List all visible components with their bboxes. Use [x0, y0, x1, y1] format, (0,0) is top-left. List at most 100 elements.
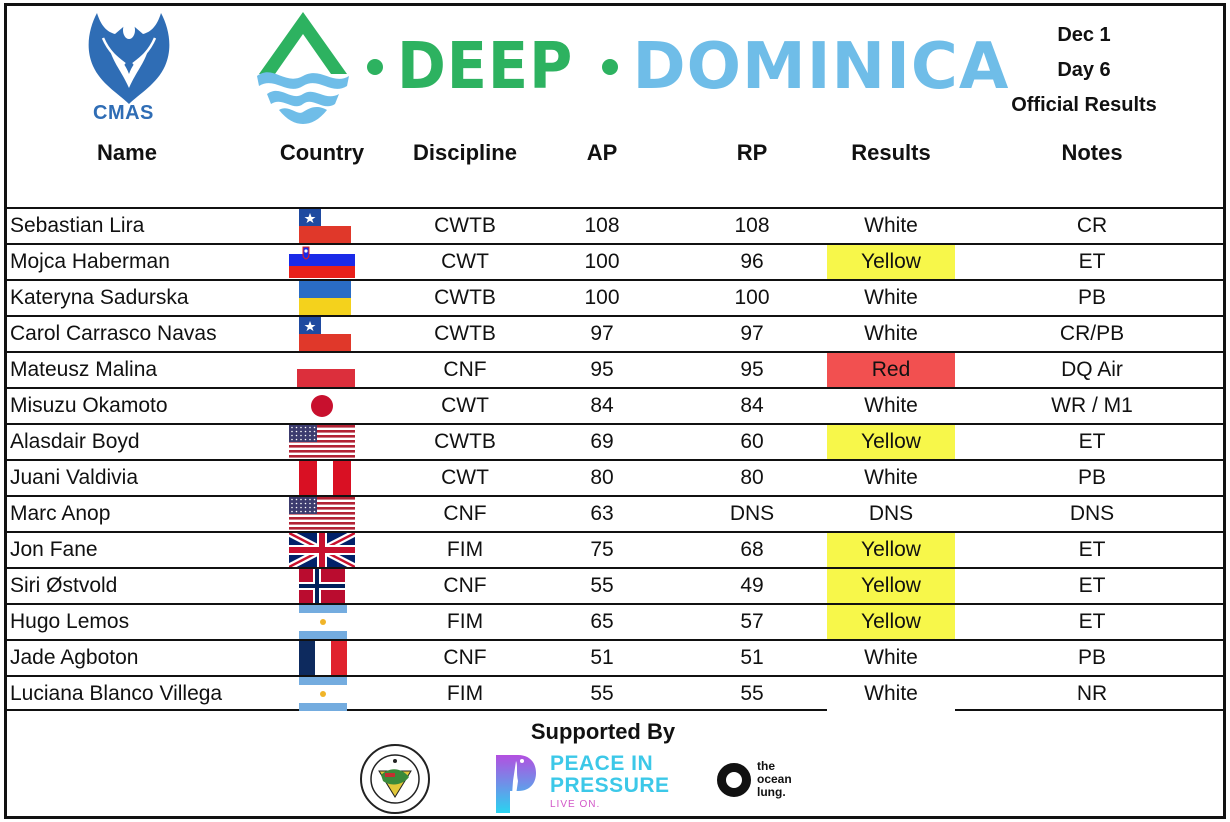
cmas-logo-text: CMAS — [93, 102, 154, 124]
athlete-name: Mateusz Malina — [10, 358, 158, 381]
notes: CR/PB — [1059, 322, 1125, 345]
notes: WR / M1 — [1051, 394, 1133, 417]
discipline: CWTB — [434, 214, 496, 237]
realized-performance: 96 — [740, 250, 764, 273]
country-flag — [282, 497, 362, 531]
date-block: Dec 1 Day 6 Official Results — [989, 18, 1179, 123]
flag-argentina-icon — [289, 605, 355, 639]
realized-performance: 97 — [740, 322, 764, 345]
table-row: Juani Valdivia CWT 80 80 White PB — [7, 459, 1223, 495]
country-flag — [282, 677, 362, 711]
flag-usa-icon — [289, 497, 355, 531]
table-row: Mateusz Malina CNF 95 95 Red DQ Air — [7, 351, 1223, 387]
flag-slovenia-icon — [289, 245, 355, 279]
nature-island-dive-logo-icon — [360, 744, 430, 814]
announced-performance: 108 — [584, 214, 620, 237]
table-row: Luciana Blanco Villega FIM 55 55 White NR — [7, 675, 1223, 711]
cmas-logo-icon — [88, 13, 170, 104]
realized-performance: 108 — [734, 214, 770, 237]
column-header-country: Country — [279, 140, 365, 165]
result-card: DNS — [827, 497, 955, 531]
result-card: White — [827, 281, 955, 315]
notes: CR — [1076, 214, 1108, 237]
table-row: Hugo Lemos FIM 65 57 Yellow ET — [7, 603, 1223, 639]
notes: DQ Air — [1061, 358, 1123, 381]
ocean-lung-line2: ocean — [757, 772, 792, 786]
column-header-results: Results — [851, 140, 931, 165]
discipline: CNF — [443, 358, 487, 381]
result-card: Red — [827, 353, 955, 387]
athlete-name: Siri Østvold — [10, 574, 118, 597]
table-row: Jade Agboton CNF 51 51 White PB — [7, 639, 1223, 675]
discipline: CNF — [443, 646, 487, 669]
result-card: White — [827, 209, 955, 243]
result-card: White — [827, 677, 955, 711]
realized-performance: 95 — [740, 358, 764, 381]
flag-ukraine-icon — [289, 281, 355, 315]
result-card: White — [827, 317, 955, 351]
flag-argentina-icon — [289, 677, 355, 711]
notes: ET — [1078, 430, 1106, 453]
flag-peru-icon — [289, 461, 355, 495]
result-card-label: White — [827, 209, 955, 243]
result-card-label: White — [827, 317, 955, 351]
flag-norway-icon — [289, 569, 355, 603]
peace-in-pressure-p-icon — [496, 755, 536, 813]
country-flag — [282, 317, 362, 351]
country-flag — [282, 425, 362, 459]
result-card-label: White — [827, 641, 955, 675]
green-dot-icon — [367, 59, 383, 75]
table-row: Sebastian Lira CWTB 108 108 White CR — [7, 207, 1223, 243]
announced-performance: 97 — [590, 322, 614, 345]
athlete-name: Hugo Lemos — [10, 610, 130, 633]
announced-performance: 75 — [590, 538, 614, 561]
country-flag — [282, 353, 362, 387]
notes: PB — [1077, 466, 1106, 489]
country-flag — [282, 641, 362, 675]
result-card-label: Yellow — [827, 605, 955, 639]
peace-in-pressure-logo: PEACE IN PRESSURE LIVE ON. — [494, 751, 674, 819]
flag-chile-icon — [289, 209, 355, 243]
result-card-label: White — [827, 281, 955, 315]
announced-performance: 100 — [584, 250, 620, 273]
notes: DNS — [1069, 502, 1115, 525]
results-subtitle: Official Results — [1011, 94, 1157, 116]
notes: PB — [1077, 646, 1106, 669]
table-row: Kateryna Sadurska CWTB 100 100 White PB — [7, 279, 1223, 315]
athlete-name: Misuzu Okamoto — [10, 394, 168, 417]
peace-in-pressure-tagline: LIVE ON. — [550, 799, 601, 810]
ocean-lung-ring-icon — [717, 763, 751, 797]
result-card-label: Yellow — [827, 245, 955, 279]
athlete-name: Luciana Blanco Villega — [10, 682, 223, 705]
country-flag — [282, 605, 362, 639]
ocean-lung-text: the ocean lung. — [757, 760, 792, 799]
discipline: CWTB — [434, 286, 496, 309]
announced-performance: 65 — [590, 610, 614, 633]
result-card: Yellow — [827, 569, 955, 603]
header: CMAS DEEP DOMINICA Dec 1 Day 6 Official … — [7, 6, 1223, 203]
athlete-name: Alasdair Boyd — [10, 430, 140, 453]
athlete-name: Kateryna Sadurska — [10, 286, 189, 309]
announced-performance: 63 — [590, 502, 614, 525]
notes: ET — [1078, 538, 1106, 561]
notes: ET — [1078, 250, 1106, 273]
discipline: FIM — [446, 610, 484, 633]
discipline: CWTB — [434, 322, 496, 345]
athlete-name: Mojca Haberman — [10, 250, 170, 273]
flag-poland-icon — [289, 353, 355, 387]
table-row: Alasdair Boyd CWTB 69 60 Yellow ET — [7, 423, 1223, 459]
realized-performance: DNS — [729, 502, 775, 525]
column-header-ap: AP — [586, 140, 618, 165]
discipline: CWT — [441, 466, 489, 489]
realized-performance: 51 — [740, 646, 764, 669]
result-card: Yellow — [827, 245, 955, 279]
discipline: CWTB — [434, 430, 496, 453]
result-card: White — [827, 389, 955, 423]
result-card-label: White — [827, 389, 955, 423]
table-row: Jon Fane FIM 75 68 Yellow ET — [7, 531, 1223, 567]
peace-in-pressure-text: PEACE IN PRESSURE — [550, 753, 670, 797]
sponsors-section: Supported By PEACE — [7, 715, 1223, 819]
realized-performance: 57 — [740, 610, 764, 633]
country-flag — [282, 533, 362, 567]
event-title-deep: DEEP — [397, 30, 574, 104]
